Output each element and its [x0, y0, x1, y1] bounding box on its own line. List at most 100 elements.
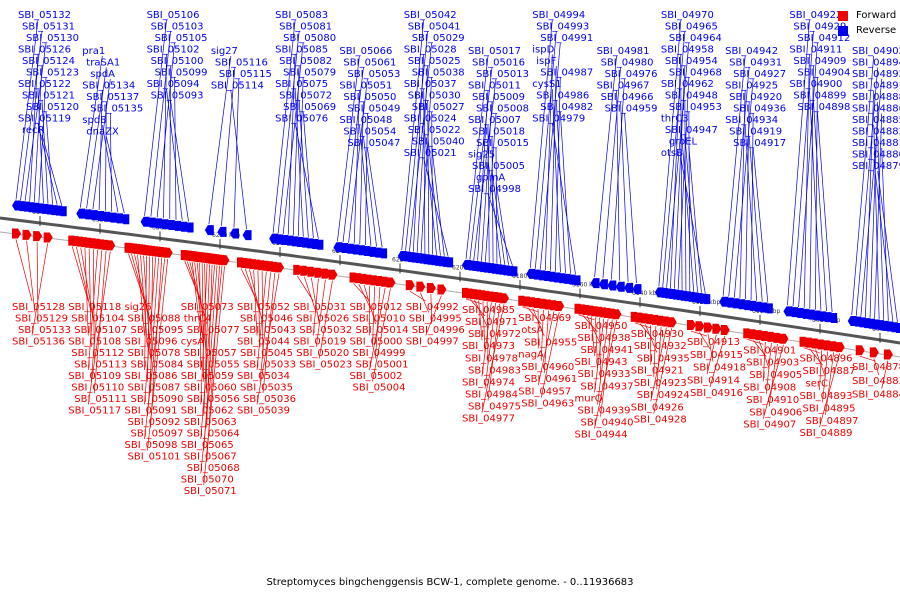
- forward-gene-label: SBI_04972: [468, 329, 521, 340]
- reverse-gene-label: SBI_04967: [597, 81, 650, 92]
- forward-gene-label: SBI_05026: [296, 314, 349, 325]
- reverse-leader-line: [272, 19, 296, 233]
- caption: Streptomyces bingchenggensis BCW-1, comp…: [266, 577, 634, 588]
- forward-gene-label: SBI_04901: [743, 345, 796, 356]
- forward-gene-label: SBI_04895: [803, 403, 856, 414]
- forward-leader-line: [481, 302, 492, 377]
- forward-gene-label: SBI_04916: [690, 388, 743, 399]
- reverse-leader-line: [745, 101, 750, 300]
- forward-leader-line: [707, 333, 714, 362]
- forward-gene-arrow: [779, 333, 789, 344]
- reverse-gene-label: sig25: [468, 150, 495, 161]
- forward-gene-label: SBI_04889: [800, 428, 853, 439]
- reverse-gene-label: SBI_05076: [275, 114, 328, 125]
- reverse-gene-label: SBI_04919: [729, 127, 782, 138]
- forward-gene-label: sig26: [125, 302, 152, 313]
- forward-gene-label: SBI_05070: [181, 475, 234, 486]
- forward-leader-line: [358, 284, 373, 313]
- reverse-gene-label: SBI_05072: [279, 91, 332, 102]
- reverse-gene-label: SBI_05116: [215, 58, 268, 69]
- reverse-leader-line: [545, 54, 553, 271]
- reverse-gene-label: traSA1: [86, 58, 120, 69]
- reverse-gene-label: SBI_04882: [852, 127, 900, 138]
- legend-swatch-reverse: [838, 25, 848, 36]
- forward-gene-arrow: [220, 255, 230, 266]
- forward-gene-label: SBI_05068: [187, 463, 240, 474]
- forward-gene-label: SBI_04975: [468, 402, 521, 413]
- reverse-gene-label: SBI_05027: [412, 102, 465, 113]
- forward-gene-arrow: [687, 320, 696, 331]
- forward-leader-line: [147, 258, 169, 451]
- reverse-gene-arrow: [159, 219, 169, 230]
- reverse-gene-arrow: [444, 257, 454, 268]
- reverse-gene-label: SBI_05050: [343, 92, 396, 103]
- reverse-leader-line: [602, 67, 621, 279]
- reverse-leader-line: [427, 134, 441, 256]
- reverse-gene-arrow: [607, 280, 617, 291]
- reverse-gene-label: SBI_05054: [343, 127, 396, 138]
- forward-leader-line: [594, 320, 617, 429]
- forward-leader-line: [200, 265, 223, 474]
- reverse-leader-line: [680, 157, 706, 294]
- reverse-leader-line: [550, 65, 557, 271]
- forward-gene-label: SBI_05020: [296, 348, 349, 359]
- forward-leader-line: [709, 335, 726, 388]
- reverse-leader-line: [287, 54, 296, 235]
- forward-gene-label: SBI_05133: [18, 325, 71, 336]
- reverse-gene-label: SBI_05017: [468, 46, 521, 57]
- reverse-leader-line: [169, 65, 171, 220]
- reverse-gene-label: SBI_04912: [797, 33, 850, 44]
- forward-gene-label: SBI_05113: [74, 360, 127, 371]
- reverse-gene-label: SBI_04980: [601, 58, 654, 69]
- reverse-gene-label: SBI_05075: [275, 79, 328, 90]
- forward-gene-label: thrC4: [184, 314, 212, 325]
- reverse-leader-line: [359, 101, 364, 245]
- reverse-gene-label: SBI_04929: [793, 22, 846, 33]
- reverse-leader-line: [529, 19, 553, 268]
- forward-leader-line: [419, 292, 430, 313]
- reverse-gene-label: SBI_05093: [151, 91, 204, 102]
- reverse-leader-line: [792, 31, 814, 307]
- forward-leader-line: [196, 262, 208, 359]
- reverse-gene-label: SBI_05099: [155, 68, 208, 79]
- reverse-gene-label: SBI_04979: [532, 114, 585, 125]
- forward-leader-line: [144, 257, 157, 405]
- reverse-leader-line: [37, 88, 44, 203]
- reverse-gene-label: SBI_05015: [476, 138, 529, 149]
- forward-gene-label: SBI_05032: [299, 325, 352, 336]
- forward-leader-line: [586, 315, 601, 345]
- reverse-leader-line: [401, 19, 425, 251]
- reverse-leader-line: [41, 134, 63, 206]
- forward-gene-arrow: [667, 317, 677, 328]
- forward-leader-line: [825, 352, 835, 415]
- forward-gene-label: SBI_04907: [743, 420, 796, 431]
- reverse-leader-line: [594, 55, 617, 278]
- forward-leader-line: [310, 277, 320, 325]
- reverse-leader-line: [555, 100, 566, 273]
- reverse-gene-label: SBI_05069: [283, 102, 336, 113]
- reverse-leader-line: [813, 100, 827, 312]
- reverse-gene-arrow: [95, 210, 105, 221]
- forward-leader-line: [134, 254, 151, 325]
- forward-gene-label: SBI_04932: [634, 341, 687, 352]
- forward-gene-label: SBI_04926: [631, 402, 684, 413]
- forward-gene-label: SBI_04935: [637, 353, 690, 364]
- forward-leader-line: [597, 318, 609, 405]
- forward-gene-label: SBI_05059: [181, 371, 234, 382]
- reverse-gene-label: SBI_05122: [18, 79, 71, 90]
- reverse-gene-arrow: [893, 322, 900, 333]
- legend-item-reverse: Reverse: [838, 23, 896, 38]
- forward-gene-label: SBI_05064: [187, 429, 240, 440]
- forward-gene-label: SBI_04908: [743, 383, 796, 394]
- reverse-leader-line: [539, 42, 561, 270]
- forward-gene-arrow: [416, 281, 426, 292]
- forward-leader-line: [137, 254, 145, 336]
- reverse-gene-arrow: [82, 209, 92, 220]
- reverse-gene-arrow: [763, 303, 773, 314]
- forward-gene-label: SBI_05128: [12, 302, 65, 313]
- forward-leader-line: [200, 263, 208, 405]
- reverse-gene-arrow: [114, 213, 123, 224]
- forward-gene-label: SBI_04928: [634, 415, 687, 426]
- forward-leader-line: [540, 309, 544, 361]
- reverse-gene-label: SBI_05135: [90, 104, 143, 115]
